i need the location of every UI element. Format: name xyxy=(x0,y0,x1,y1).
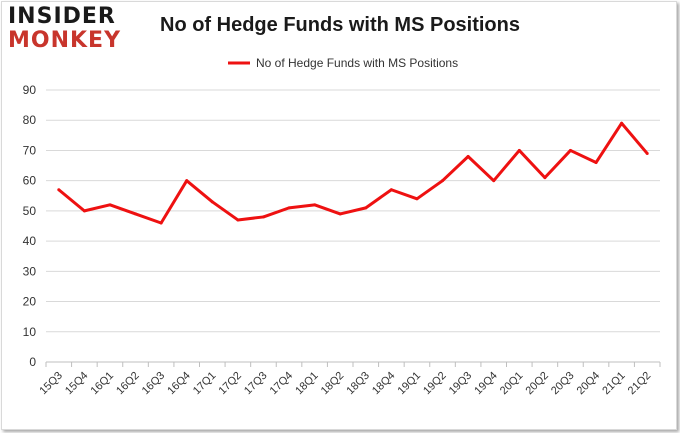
y-axis: 0 10 20 30 40 50 60 70 80 90 xyxy=(23,83,660,369)
y-tick-label: 40 xyxy=(23,234,37,248)
data-point xyxy=(492,179,496,183)
x-tick-label: 17Q1 xyxy=(191,370,219,398)
data-point xyxy=(543,176,547,180)
series-line xyxy=(57,121,649,225)
gridlines xyxy=(46,89,660,363)
logo-line1: INSIDER xyxy=(8,4,116,29)
data-point xyxy=(620,121,624,125)
x-tick-label: 18Q4 xyxy=(370,370,398,398)
data-point xyxy=(261,215,265,219)
x-tick-label: 20Q1 xyxy=(498,370,526,398)
data-point xyxy=(57,188,61,192)
y-tick-label: 50 xyxy=(23,204,37,218)
data-point xyxy=(210,200,214,204)
legend: No of Hedge Funds with MS Positions xyxy=(228,56,458,70)
data-point xyxy=(364,206,368,210)
series-layer xyxy=(57,121,649,225)
y-tick-label: 80 xyxy=(23,113,37,127)
data-point xyxy=(236,218,240,222)
x-tick-label: 19Q3 xyxy=(447,370,475,398)
y-tick-label: 90 xyxy=(23,83,37,97)
logo-line2: MONKEY xyxy=(8,28,122,53)
y-tick-label: 70 xyxy=(23,143,37,157)
data-point xyxy=(568,148,572,152)
data-point xyxy=(594,161,598,165)
x-axis: 15Q315Q416Q116Q216Q316Q417Q117Q217Q317Q4… xyxy=(37,362,661,398)
x-tick-label: 17Q4 xyxy=(268,370,296,398)
data-point xyxy=(185,179,189,183)
x-tick-label: 15Q4 xyxy=(63,370,91,398)
x-tick-label: 18Q1 xyxy=(293,370,321,398)
y-tick-label: 0 xyxy=(29,355,36,369)
x-tick-label: 17Q3 xyxy=(242,370,270,398)
data-point xyxy=(389,188,393,192)
x-tick-label: 20Q3 xyxy=(549,370,577,398)
data-point xyxy=(134,212,138,216)
data-point xyxy=(645,151,649,155)
x-tick-label: 17Q2 xyxy=(216,370,244,398)
chart-title: No of Hedge Funds with MS Positions xyxy=(160,14,520,36)
x-tick-label: 21Q1 xyxy=(600,370,628,398)
data-point xyxy=(287,206,291,210)
x-tick-label: 19Q4 xyxy=(472,370,500,398)
x-tick-label: 19Q2 xyxy=(421,370,449,398)
x-tick-label: 15Q3 xyxy=(37,370,65,398)
x-tick-label: 18Q3 xyxy=(344,370,372,398)
data-point xyxy=(338,212,342,216)
data-point xyxy=(108,203,112,207)
y-tick-label: 10 xyxy=(23,325,37,339)
x-tick-label: 16Q2 xyxy=(114,370,142,398)
x-tick-label: 16Q1 xyxy=(89,370,117,398)
data-point xyxy=(82,209,86,213)
x-tick-label: 20Q2 xyxy=(523,370,551,398)
x-tick-label: 20Q4 xyxy=(575,370,603,398)
x-tick-label: 16Q4 xyxy=(165,370,193,398)
x-tick-label: 19Q1 xyxy=(396,370,424,398)
data-point xyxy=(517,148,521,152)
data-point xyxy=(466,154,470,158)
x-tick-label: 18Q2 xyxy=(319,370,347,398)
y-tick-label: 60 xyxy=(23,174,37,188)
data-point xyxy=(441,179,445,183)
x-tick-label: 21Q2 xyxy=(626,370,654,398)
insider-monkey-logo: INSIDER MONKEY xyxy=(8,5,128,57)
y-tick-label: 30 xyxy=(23,264,37,278)
x-tick-label: 16Q3 xyxy=(140,370,168,398)
data-point xyxy=(313,203,317,207)
data-point xyxy=(159,221,163,225)
y-tick-label: 20 xyxy=(23,295,37,309)
legend-label: No of Hedge Funds with MS Positions xyxy=(256,56,458,70)
data-point xyxy=(415,197,419,201)
